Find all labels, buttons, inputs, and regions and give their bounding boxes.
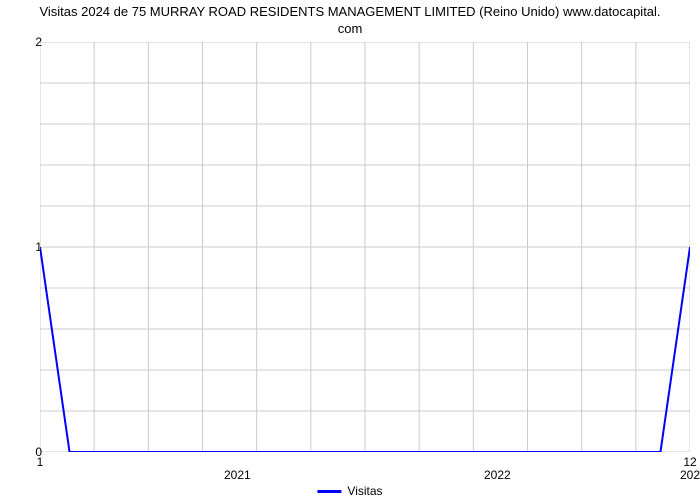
legend: Visitas <box>317 484 382 498</box>
plot-svg <box>40 42 690 452</box>
legend-swatch <box>317 490 341 493</box>
x-end-label: 1 <box>37 455 44 469</box>
title-line-2: com <box>338 21 363 36</box>
y-tick-label: 1 <box>35 240 42 254</box>
y-tick-label: 2 <box>35 35 42 49</box>
chart-title: Visitas 2024 de 75 MURRAY ROAD RESIDENTS… <box>0 0 700 38</box>
x-major-label: 2022 <box>484 468 511 482</box>
legend-label: Visitas <box>347 484 382 498</box>
x-major-label: 2021 <box>224 468 251 482</box>
x-major-label: 202 <box>680 468 700 482</box>
title-line-1: Visitas 2024 de 75 MURRAY ROAD RESIDENTS… <box>39 4 660 19</box>
x-end-label: 12 <box>683 455 696 469</box>
chart-container: Visitas 2024 de 75 MURRAY ROAD RESIDENTS… <box>0 0 700 500</box>
